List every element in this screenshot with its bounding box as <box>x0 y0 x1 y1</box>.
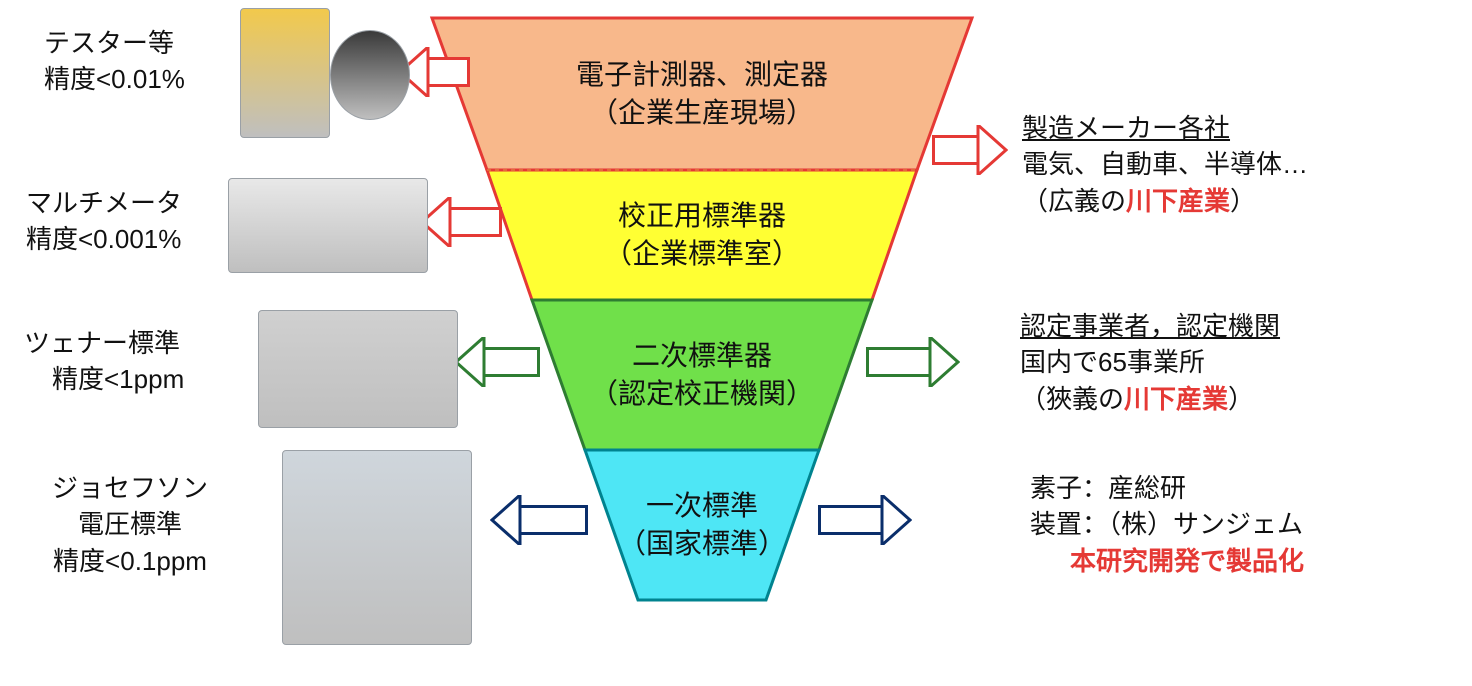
left-label-l1: テスター等精度<0.01% <box>44 25 185 98</box>
tier-label-tier4: 一次標準（国家標準） <box>585 450 819 600</box>
heading-underline: 認定事業者，認定機関 <box>1020 308 1280 344</box>
arrow-body <box>448 207 502 237</box>
arrow-head <box>454 337 486 387</box>
arrow-aL4 <box>490 495 588 545</box>
tier-line1: 校正用標準器 <box>618 197 786 235</box>
tier-label-tier2: 校正用標準器（企業標準室） <box>487 170 917 300</box>
left-label-l4: ジョセフソン電圧標準精度<0.1ppm <box>52 470 208 579</box>
tier-line2: （企業標準室） <box>604 235 800 273</box>
arrow-aL2 <box>420 197 502 247</box>
text-line: 精度<0.01% <box>44 61 185 97</box>
device-image-d1a <box>240 8 330 138</box>
arrow-body <box>818 505 884 535</box>
emphasis-span: 川下産業 <box>1124 384 1228 414</box>
arrow-body <box>518 505 588 535</box>
right-label-r2: 認定事業者，認定機関国内で65事業所（狹義の川下産業） <box>1020 308 1280 417</box>
text-line: 装置：（株）サンジェム <box>1030 506 1304 542</box>
tier-label-tier3: 二次標準器（認定校正機関） <box>532 300 872 450</box>
text-line: ツェナー標準 <box>24 325 184 361</box>
text-line: 精度<0.1ppm <box>52 543 208 579</box>
right-label-r3: 素子：産総研装置：（株）サンジェム本研究開発で製品化 <box>1030 470 1304 579</box>
tier-line2: （認定校正機関） <box>590 375 814 413</box>
text-span: （狹義の <box>1020 384 1124 414</box>
device-image-d2 <box>228 178 428 273</box>
arrow-aR3 <box>866 337 960 387</box>
arrow-head <box>928 337 960 387</box>
tier-line2: （国家標準） <box>618 525 786 563</box>
text-line: （狹義の川下産業） <box>1020 381 1280 417</box>
tier-line2: （企業生産現場） <box>590 94 814 132</box>
text-line: マルチメータ <box>26 185 182 221</box>
tier-line1: 二次標準器 <box>632 337 772 375</box>
right-label-r1: 製造メーカー各社電気、自動車、半導体…（広義の川下産業） <box>1022 110 1308 219</box>
text-span: （広義の <box>1022 186 1126 216</box>
arrow-aR4 <box>818 495 912 545</box>
text-line: 精度<0.001% <box>26 221 182 257</box>
arrow-head-icon <box>978 125 1006 175</box>
arrow-head <box>880 495 912 545</box>
text-line: 精度<1ppm <box>24 361 184 397</box>
arrow-head <box>490 495 522 545</box>
emphasis-span: 川下産業 <box>1126 186 1230 216</box>
arrow-head-icon <box>456 337 484 387</box>
text-line: 電圧標準 <box>52 506 208 542</box>
text-line: 素子：産総研 <box>1030 470 1304 506</box>
tier-label-tier1: 電子計測器、測定器（企業生産現場） <box>432 18 972 170</box>
text-line: 電気、自動車、半導体… <box>1022 146 1308 182</box>
device-image-d3 <box>258 310 458 428</box>
left-label-l2: マルチメータ精度<0.001% <box>26 185 182 258</box>
arrow-body <box>866 347 932 377</box>
arrow-aL3 <box>454 337 540 387</box>
text-line: 本研究開発で製品化 <box>1030 543 1304 579</box>
text-line: テスター等 <box>44 25 185 61</box>
arrow-body <box>426 57 470 87</box>
device-image-d4 <box>282 450 472 645</box>
arrow-body <box>482 347 540 377</box>
diagram-root: { "canvas": { "width": 1472, "height": 6… <box>0 0 1472 686</box>
arrow-head-icon <box>882 495 910 545</box>
arrow-body <box>932 135 980 165</box>
heading-underline: 製造メーカー各社 <box>1022 110 1308 146</box>
device-image-d1b <box>330 30 410 120</box>
arrow-aR1 <box>932 125 1008 175</box>
arrow-head-icon <box>930 337 958 387</box>
text-span: ） <box>1230 186 1256 216</box>
arrow-head-icon <box>492 495 520 545</box>
tier-line1: 電子計測器、測定器 <box>576 56 828 94</box>
text-line: （広義の川下産業） <box>1022 183 1308 219</box>
arrow-head <box>976 125 1008 175</box>
left-label-l3: ツェナー標準精度<1ppm <box>24 325 184 398</box>
text-line: ジョセフソン <box>52 470 208 506</box>
text-span: ） <box>1228 384 1254 414</box>
emphasis-span: 本研究開発で製品化 <box>1070 546 1304 576</box>
text-line: 国内で65事業所 <box>1020 344 1280 380</box>
tier-line1: 一次標準 <box>646 487 758 525</box>
